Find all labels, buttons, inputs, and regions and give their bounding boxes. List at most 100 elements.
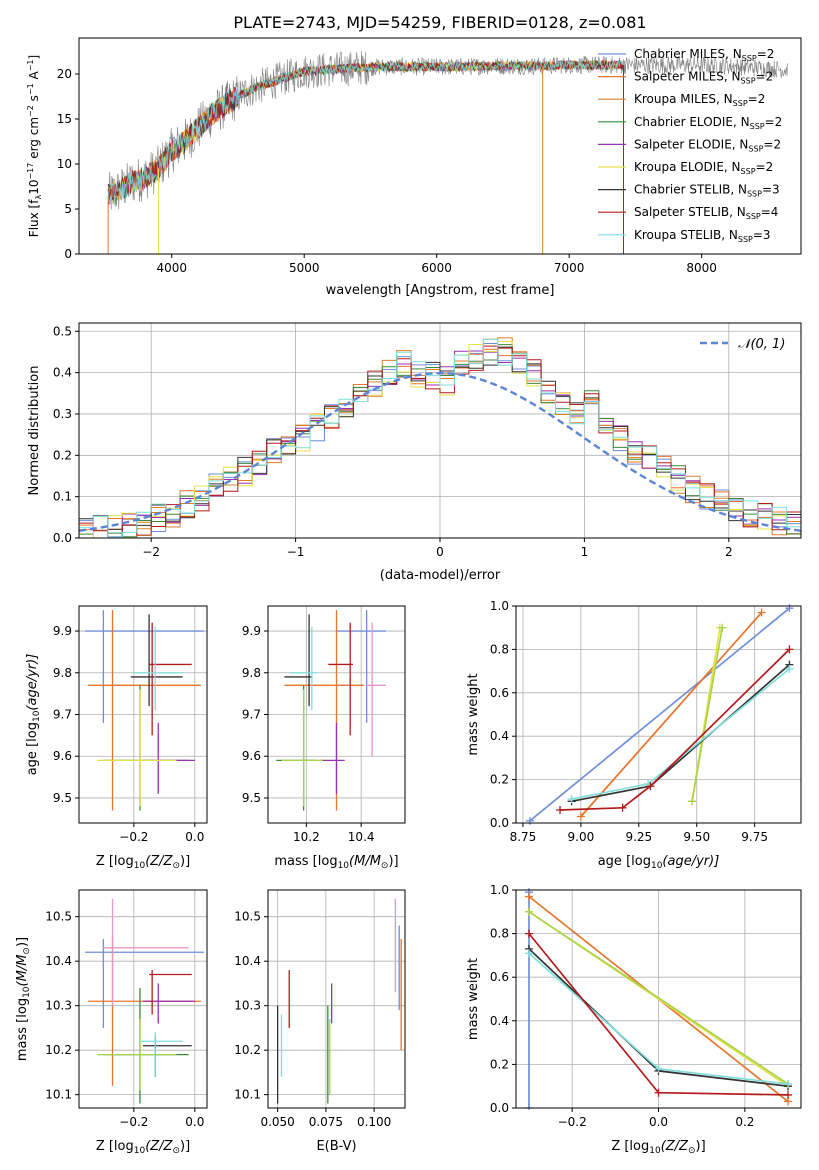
y-tick-label: 0.5 [53, 324, 72, 338]
legend-entry: Chabrier STELIB, NSSP=3 [634, 183, 780, 199]
y-tick-label: 9.9 [53, 624, 72, 638]
y-axis-label: age [log10(age/yr)] [25, 654, 42, 776]
x-tick-label: −0.2 [119, 830, 148, 844]
errorbar-point [133, 626, 183, 711]
x-tick-label: 0.050 [260, 1115, 294, 1129]
x-tick-label: 1 [581, 545, 589, 559]
y-tick-label: 10.2 [234, 1043, 261, 1057]
x-tick-label: 8.75 [510, 830, 537, 844]
x-tick-label: 0.2 [735, 1115, 754, 1129]
series-line [571, 663, 790, 803]
series-marker [567, 795, 576, 804]
errorbar-point [97, 689, 177, 807]
x-tick-label: −1 [287, 545, 305, 559]
x-tick-label: 0.0 [185, 1115, 204, 1129]
x-tick-label: 8000 [686, 261, 717, 275]
errorbar-group [85, 610, 204, 811]
errorbar-point [149, 970, 192, 1015]
series-marker [524, 929, 533, 938]
y-tick-label: 9.7 [242, 708, 261, 722]
errorbar-point [320, 722, 345, 794]
y-tick-label: 0.0 [490, 816, 509, 830]
series-marker [618, 803, 627, 812]
errorbar-group [85, 898, 204, 1104]
y-axis-label: Normed distribution [27, 366, 42, 496]
y-tick-label: 10.5 [234, 910, 261, 924]
y-tick-label: 15 [57, 112, 72, 126]
y-tick-label: 10.4 [45, 954, 72, 968]
series-marker [654, 1088, 663, 1097]
y-tick-label: 9.6 [242, 749, 261, 763]
errorbar-point [281, 689, 323, 807]
errorbar-point [284, 614, 312, 707]
series-marker [524, 949, 533, 958]
y-tick-label: 10.1 [45, 1088, 72, 1102]
errorbar-point [284, 610, 364, 811]
y-axis-label: Flux [fλ10−17 erg cm−2 s−1 A−1] [26, 55, 43, 237]
y-tick-label: 9.8 [242, 666, 261, 680]
series-marker [784, 1080, 793, 1089]
series-line [528, 911, 789, 1085]
y-tick-label: 0.4 [490, 729, 509, 743]
y-tick-label: 0.0 [490, 1101, 509, 1115]
y-tick-label: 1.0 [490, 883, 509, 897]
figure-title: PLATE=2743, MJD=54259, FIBERID=0128, z=0… [233, 13, 646, 32]
errorbar-point [88, 934, 201, 1086]
x-tick-label: −0.2 [119, 1115, 148, 1129]
x-tick-label: 0.100 [357, 1115, 391, 1129]
x-axis-label: wavelength [Angstrom, rest frame] [326, 283, 555, 298]
series-line [691, 627, 724, 802]
axes-frame [267, 889, 406, 1109]
x-tick-label: 9.25 [625, 830, 652, 844]
series-marker [654, 1064, 663, 1073]
x-tick-label: 6000 [421, 261, 452, 275]
x-tick-label: 4000 [156, 261, 187, 275]
histogram-group [79, 337, 801, 538]
series-marker [784, 1090, 793, 1099]
errorbar-point [336, 610, 386, 723]
age-vs-mass-panel: 10.2 10.4 9.5 9.6 9.7 9.8 9.9 mass [log10(M/M⊙)… [242, 605, 406, 871]
legend-entry: Kroupa STELIB, NSSP=3 [634, 228, 771, 244]
model-spectrum-line [107, 59, 626, 206]
spectrum-lines [107, 50, 788, 254]
y-tick-label: 0.4 [53, 366, 72, 380]
errorbar-group [276, 610, 386, 811]
y-tick-label: 10.3 [45, 999, 72, 1013]
legend-entry: Salpeter STELIB, NSSP=4 [634, 205, 778, 221]
y-tick-label: 9.9 [242, 624, 261, 638]
series-marker [718, 623, 727, 632]
normal-curve [79, 371, 801, 532]
y-tick-label: 0.6 [490, 970, 509, 984]
y-tick-label: 10 [57, 157, 72, 171]
age-vs-Z-panel: −0.2 0.0 9.5 9.6 9.7 9.8 9.9 Z [log10(Z/Z⊙)] age… [25, 605, 208, 871]
y-tick-label: 1.0 [490, 599, 509, 613]
y-tick-label: 20 [57, 67, 72, 81]
legend-entry: Kroupa ELODIE, NSSP=2 [634, 160, 773, 176]
series-line [529, 607, 790, 822]
legend-entry: Kroupa MILES, NSSP=2 [634, 92, 765, 108]
x-axis-label: E(B-V) [316, 1139, 356, 1154]
series-line [559, 648, 790, 811]
massweight-vs-age-panel: 8.75 9.00 9.25 9.50 9.75 0.0 0.2 0.4 0.6 0.8 1.0 ag… [466, 599, 802, 871]
series-marker [785, 664, 794, 673]
mass-vs-Z-panel: −0.2 0.0 10.1 10.2 10.3 10.4 10.5 Z [log10(Z/Z⊙… [15, 889, 208, 1156]
model-spectrum-line [107, 59, 626, 205]
errorbar-point [130, 614, 183, 707]
series-marker [524, 907, 533, 916]
errorbar-point [139, 1032, 183, 1077]
y-tick-label: 0.6 [490, 686, 509, 700]
x-tick-label: 0 [436, 545, 444, 559]
axes-frame [78, 889, 208, 1109]
x-tick-label: 7000 [554, 261, 585, 275]
x-tick-label: 10.2 [293, 830, 320, 844]
errorbar-point [366, 622, 386, 757]
series-marker [556, 805, 565, 814]
x-tick-label: −0.2 [558, 1115, 587, 1129]
x-axis-label: Z [log10(Z/Z⊙)] [96, 1139, 190, 1156]
y-tick-label: 9.5 [242, 791, 261, 805]
legend-entry: Salpeter MILES, NSSP=2 [634, 70, 773, 86]
x-tick-label: 0.0 [185, 830, 204, 844]
x-tick-label: 5000 [289, 261, 320, 275]
x-axis-label: Z [log10(Z/Z⊙)] [96, 854, 190, 871]
